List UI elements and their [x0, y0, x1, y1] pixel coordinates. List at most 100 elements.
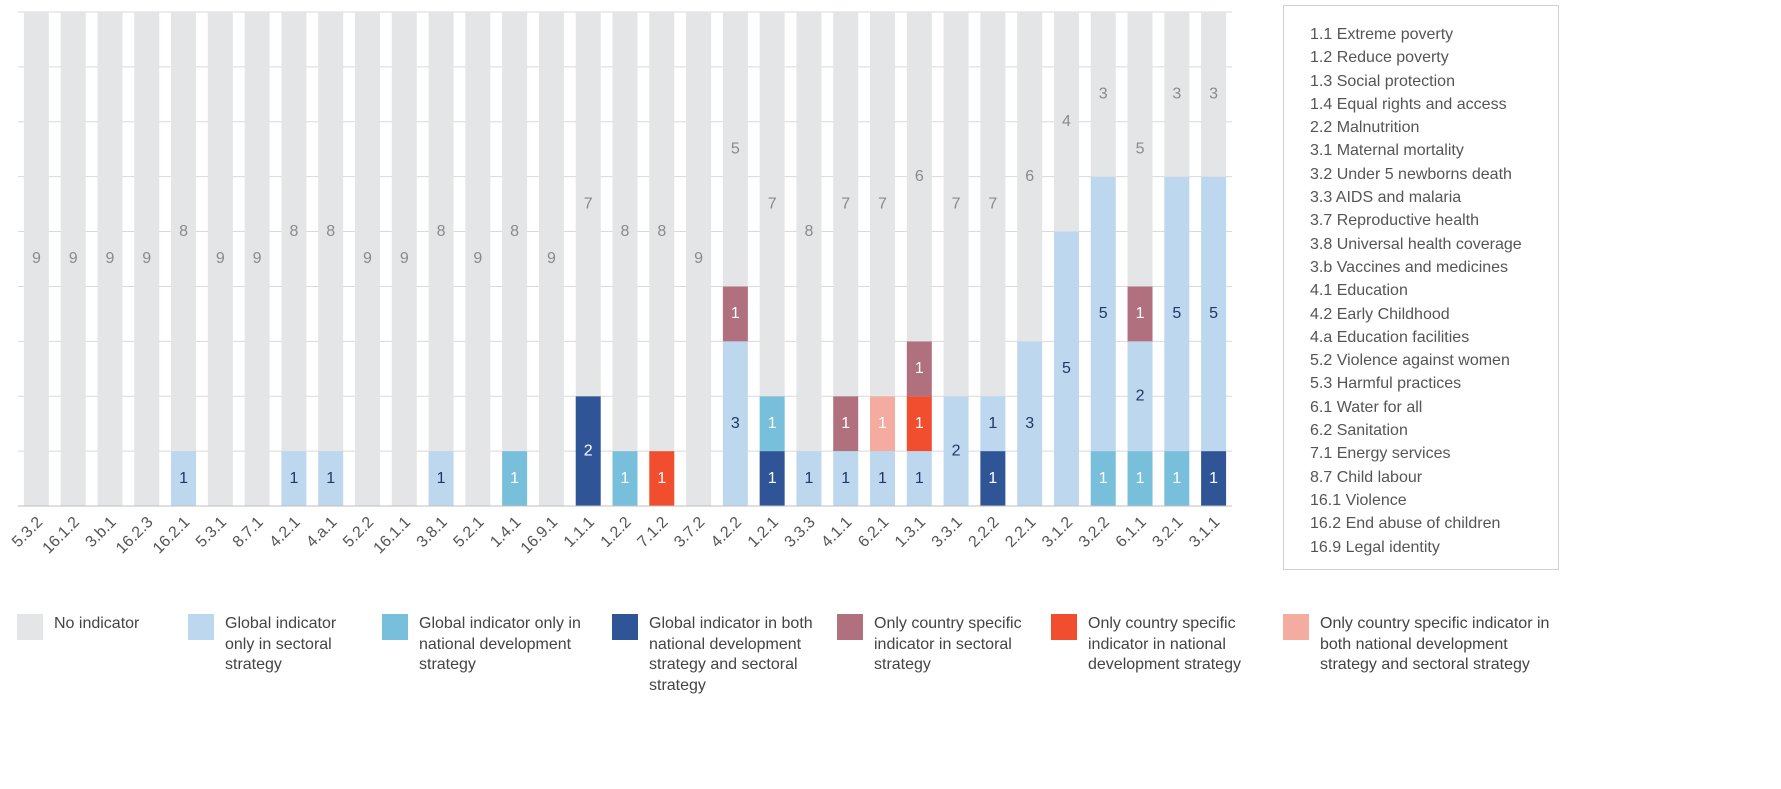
x-tick-label: 16.1.1	[371, 514, 415, 558]
data-label: 8	[510, 223, 519, 240]
legend-swatch	[188, 614, 214, 640]
x-tick-label: 2.2.2	[966, 514, 1003, 551]
data-label: 1	[878, 470, 887, 487]
bar-segment	[906, 341, 932, 397]
bar-segment	[796, 451, 822, 506]
bar-segment	[759, 396, 785, 452]
data-label: 1	[179, 470, 188, 487]
x-tick-label: 6.1.1	[1113, 514, 1150, 551]
legend-swatch	[837, 614, 863, 640]
target-item: 3.2 Under 5 newborns death	[1310, 165, 1512, 183]
data-label: 5	[1172, 305, 1181, 322]
bar-segment	[391, 12, 417, 506]
x-tick-label: 16.9.1	[518, 514, 562, 558]
target-item: 1.2 Reduce poverty	[1310, 49, 1449, 67]
data-label: 3	[731, 415, 740, 432]
legend-label: Global indicator only in sectoral strate…	[225, 615, 337, 673]
bar-segment	[97, 12, 123, 506]
bar-segment	[1017, 12, 1043, 342]
data-label: 1	[1099, 470, 1108, 487]
x-tick-label: 4.1.1	[818, 514, 855, 551]
legend-label: Only country specific indicator in secto…	[874, 615, 1022, 673]
bar-segment	[833, 396, 859, 452]
target-item: 1.4 Equal rights and access	[1310, 95, 1507, 113]
data-label: 6	[1025, 168, 1034, 185]
bar-segment	[318, 12, 344, 452]
target-item: 4.1 Education	[1310, 282, 1408, 300]
data-label: 9	[363, 250, 372, 267]
data-label: 9	[547, 250, 556, 267]
target-list: 1.1 Extreme poverty 1.2 Reduce poverty 1.3…	[1283, 5, 1559, 570]
data-label: 8	[326, 223, 335, 240]
data-label: 3	[1025, 415, 1034, 432]
data-label: 2	[584, 442, 593, 459]
x-tick-label: 1.2.2	[598, 514, 635, 551]
bar-segment	[428, 12, 454, 452]
bar-segment	[1127, 451, 1153, 506]
data-label: 9	[106, 250, 115, 267]
data-label: 1	[731, 305, 740, 322]
data-label: 1	[326, 470, 335, 487]
target-item: 3.b Vaccines and medicines	[1310, 258, 1509, 276]
bar-segment	[980, 451, 1006, 506]
legend-label: Global indicator in both national develo…	[649, 615, 813, 694]
data-label: 8	[437, 223, 446, 240]
legend-label: Global indicator only in national develo…	[419, 615, 581, 673]
x-tick-label: 16.2.3	[113, 514, 157, 558]
bar-segment	[796, 12, 822, 452]
data-label: 1	[1136, 470, 1145, 487]
target-item: 5.3 Harmful practices	[1310, 375, 1462, 393]
bar-segment	[980, 396, 1006, 452]
bar-segment	[686, 12, 712, 506]
bar-segment	[465, 12, 491, 506]
x-tick-label: 6.2.1	[855, 514, 892, 551]
data-label: 5	[1136, 140, 1145, 157]
legend-label: Only country specific indicator in natio…	[1088, 615, 1241, 673]
target-item: 6.1 Water for all	[1310, 398, 1423, 416]
bar-segment	[207, 12, 233, 506]
bar-segment	[943, 396, 969, 506]
bar-segment	[318, 451, 344, 506]
data-label: 8	[289, 223, 298, 240]
data-label: 3	[1172, 86, 1181, 103]
target-item: 1.3 Social protection	[1310, 72, 1455, 90]
data-label: 1	[510, 470, 519, 487]
data-label: 3	[1209, 86, 1218, 103]
data-label: 9	[253, 250, 262, 267]
bar-segment	[1164, 176, 1190, 452]
data-label: 7	[952, 195, 961, 212]
bar-segment	[870, 451, 896, 506]
data-label: 1	[988, 470, 997, 487]
bar-segment	[1164, 451, 1190, 506]
x-tick-label: 3.3.3	[782, 514, 819, 551]
bar-segment	[1090, 451, 1116, 506]
target-item: 2.2 Malnutrition	[1310, 119, 1420, 137]
x-tick-label: 3.3.1	[929, 514, 966, 551]
bar-segment	[906, 451, 932, 506]
data-label: 9	[69, 250, 78, 267]
data-label: 7	[768, 195, 777, 212]
legend-swatch	[1283, 614, 1309, 640]
bar-segment	[171, 12, 197, 452]
data-label: 4	[1062, 113, 1071, 130]
bar-segment	[171, 451, 197, 506]
x-tick-label: 3.2.1	[1149, 514, 1186, 551]
bar-segment	[502, 451, 528, 506]
bar-segment	[722, 12, 748, 287]
bar-segment	[722, 286, 748, 342]
x-tick-label: 5.2.1	[450, 514, 487, 551]
bar-segment	[870, 12, 896, 397]
bar-segment	[759, 451, 785, 506]
target-item: 6.2 Sanitation	[1310, 422, 1408, 440]
data-label: 1	[1136, 305, 1145, 322]
x-tick-label: 4.2.1	[267, 514, 304, 551]
data-label: 8	[621, 223, 630, 240]
data-label: 1	[841, 415, 850, 432]
x-tick-label: 1.3.1	[892, 514, 929, 551]
x-tick-label: 1.1.1	[561, 514, 598, 551]
bar-segment	[612, 12, 638, 452]
data-label: 8	[179, 223, 188, 240]
legend-label: Only country specific indicator in both …	[1320, 615, 1550, 673]
data-label: 1	[915, 360, 924, 377]
